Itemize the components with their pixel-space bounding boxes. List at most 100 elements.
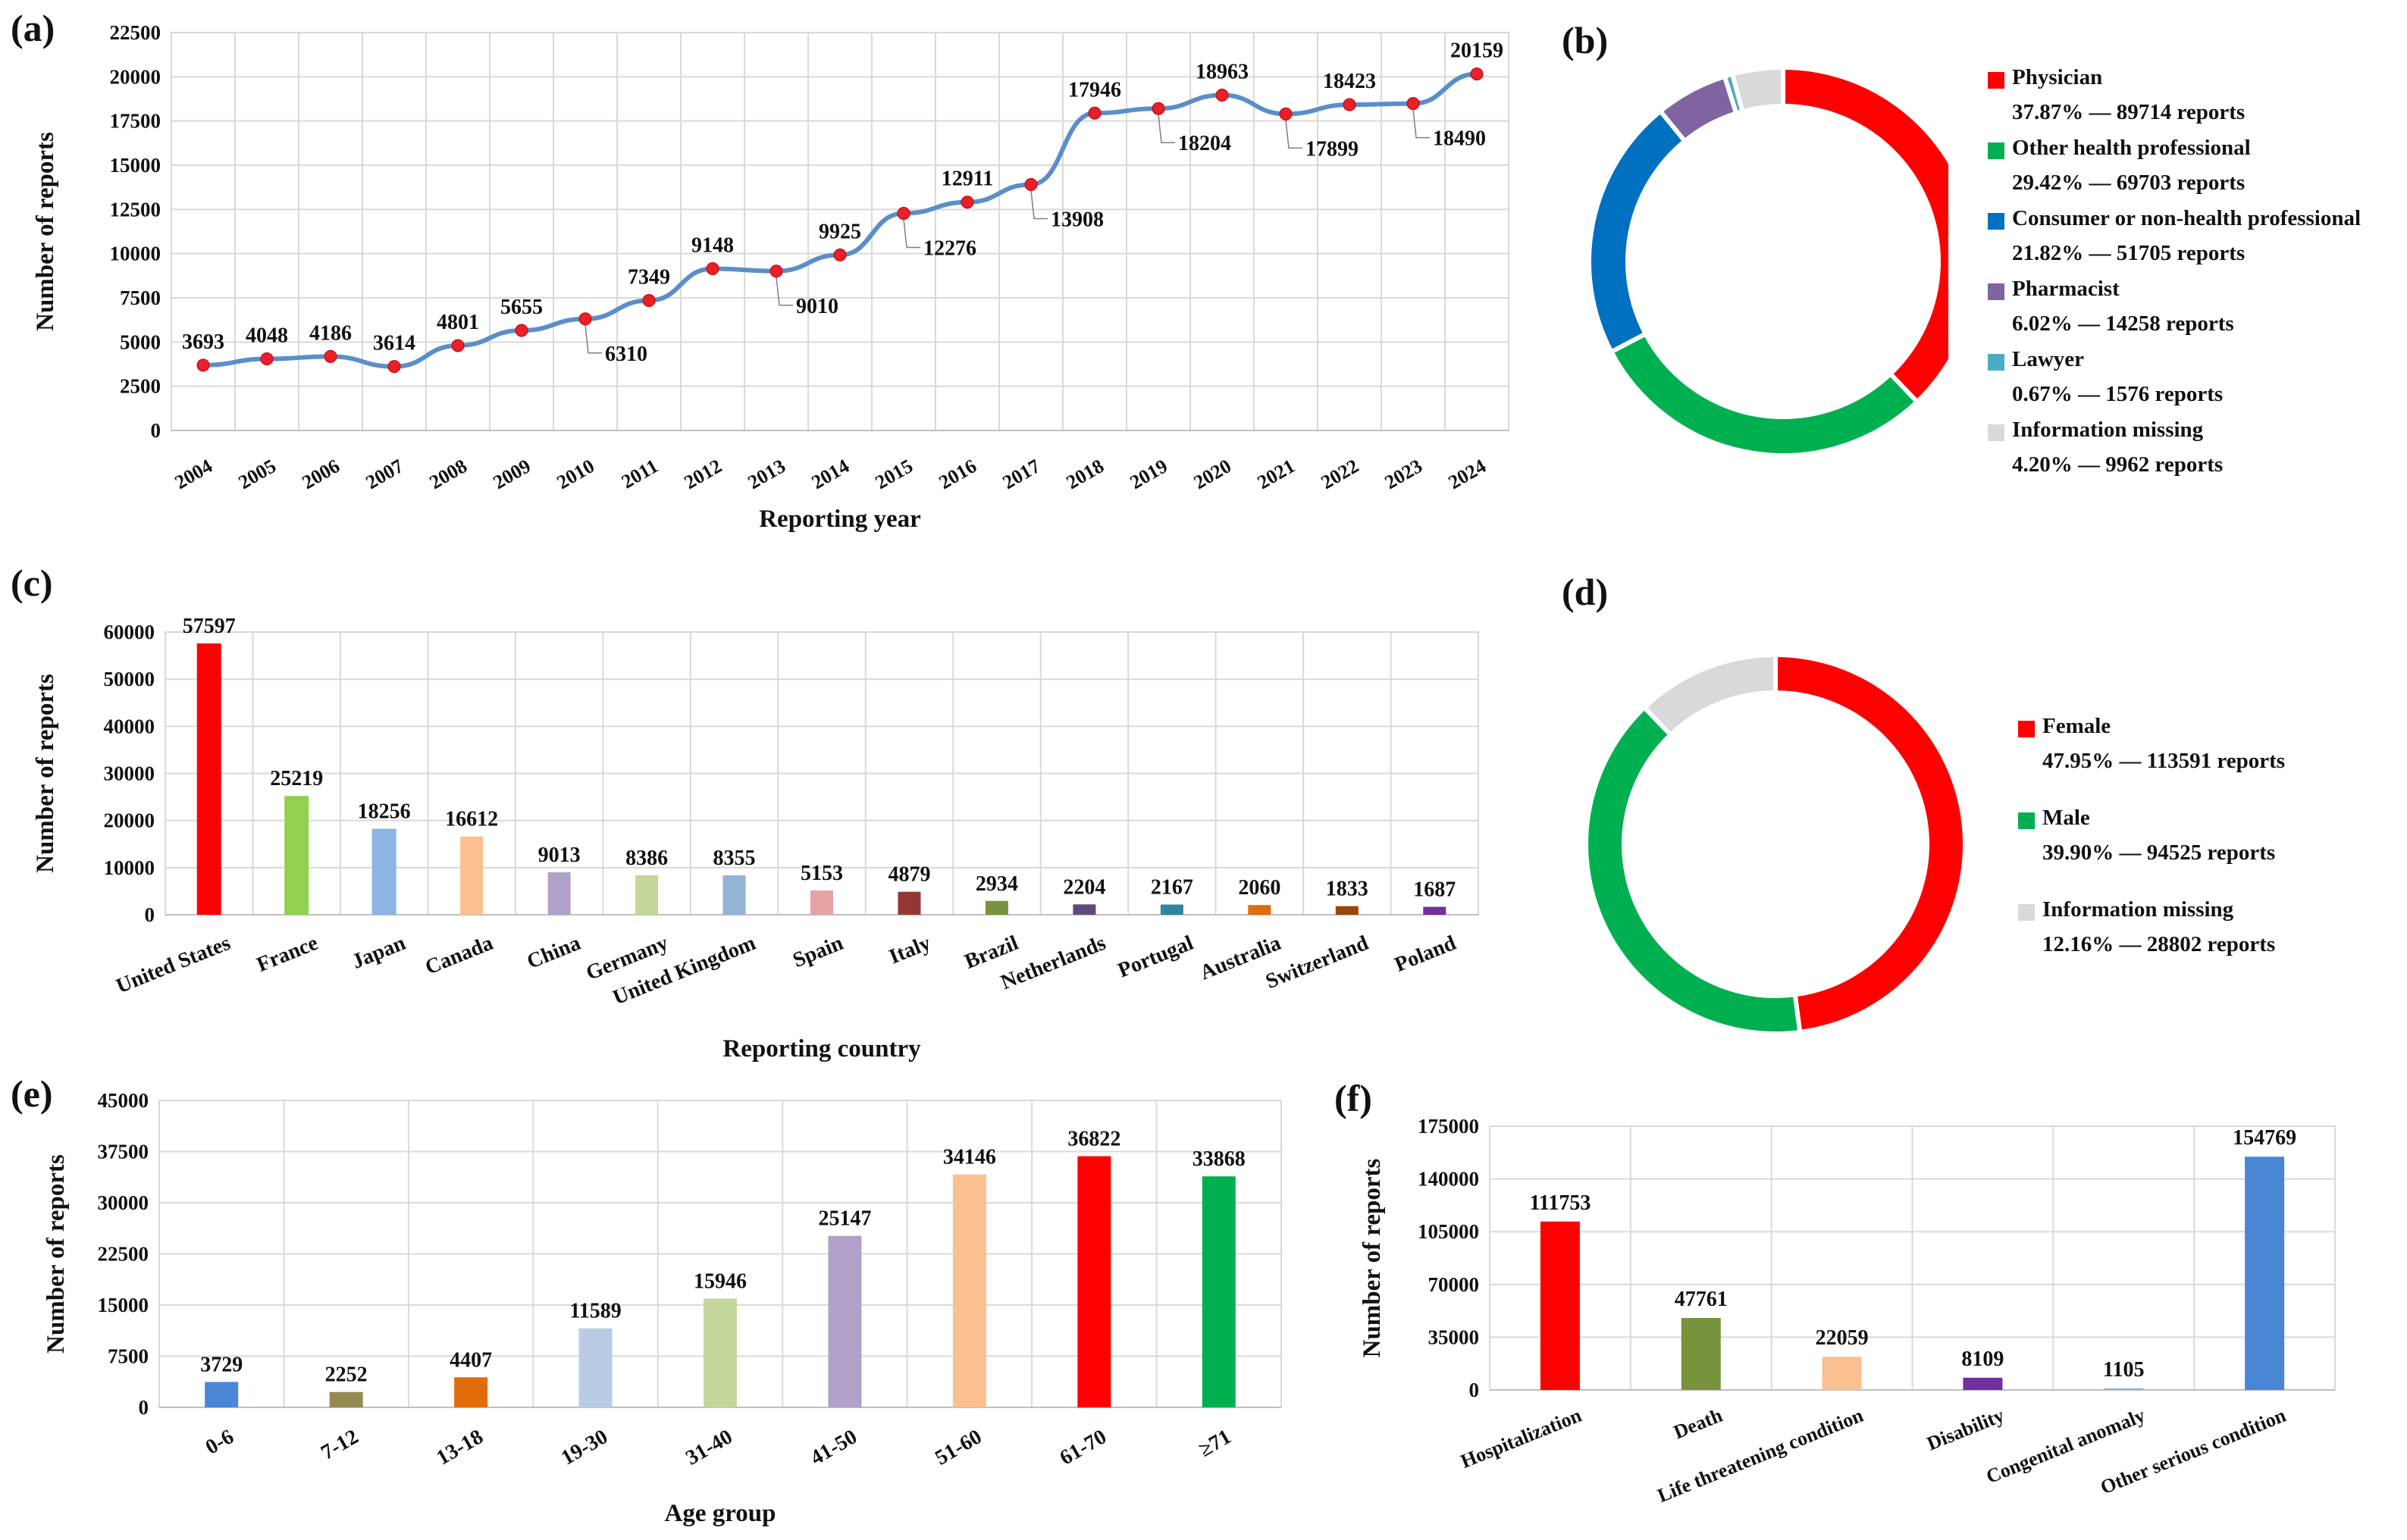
legend-detail: 21.82% — 51705 reports [2012, 241, 2245, 266]
legend-label: Consumer or non-health professional [2012, 206, 2362, 230]
legend-swatch [2018, 812, 2035, 829]
legend-swatch [2018, 904, 2035, 921]
x-tick-label: 2024 [1444, 455, 1490, 493]
bar [547, 872, 571, 915]
x-tick-label: 2004 [171, 455, 216, 493]
y-axis-title: Number of reports [42, 1154, 70, 1354]
bar [810, 890, 833, 915]
legend-reports: 1576 reports [2105, 382, 2224, 406]
y-tick-label: 45000 [98, 1089, 149, 1112]
legend-label: Other health professional [2012, 136, 2251, 160]
legend-separator: — [2083, 171, 2117, 195]
data-label: 18490 [1433, 127, 1486, 151]
x-tick-label: Spain [789, 931, 847, 973]
legend-reports: 14258 reports [2105, 311, 2234, 336]
bar [1077, 1156, 1111, 1407]
data-point [1088, 106, 1102, 120]
data-label: 12276 [923, 237, 976, 261]
legend-percent: 4.20% [2012, 452, 2073, 477]
bar [196, 643, 221, 915]
data-label: 1833 [1326, 878, 1368, 901]
bar [371, 828, 396, 915]
x-tick-label: 7-12 [317, 1425, 362, 1465]
legend-percent: 29.42% [2012, 171, 2084, 195]
legend-entry: Male 39.90% — 94525 reports [2018, 806, 2397, 896]
data-label: 7349 [628, 266, 670, 290]
legend-entry: Information missing 4.20% — 9962 reports [1988, 418, 2407, 487]
data-point [578, 312, 592, 326]
data-label: 111753 [1529, 1191, 1591, 1215]
legend-label: Physician [2012, 65, 2103, 89]
data-point [1279, 107, 1293, 121]
x-tick-label: 2012 [680, 455, 726, 493]
x-tick-label: 13-18 [433, 1425, 487, 1470]
y-tick-label: 15000 [110, 154, 161, 177]
data-point [387, 360, 401, 374]
bar [722, 875, 746, 915]
legend-reports: 51705 reports [2116, 241, 2246, 265]
bar [578, 1328, 613, 1407]
x-axis-title: Reporting year [759, 506, 921, 533]
y-tick-label: 12500 [110, 198, 161, 221]
data-label: 2167 [1151, 876, 1193, 900]
data-point [451, 339, 465, 352]
data-label: 6310 [605, 343, 647, 366]
legend-entry: Physician 37.87% — 89714 reports [1988, 65, 2407, 134]
y-tick-label: 20000 [110, 65, 161, 88]
data-label-leader [1285, 120, 1302, 149]
data-label-leader [1158, 114, 1175, 143]
data-label: 18963 [1196, 61, 1249, 84]
legend-detail: 37.87% — 89714 reports [2012, 100, 2245, 125]
x-tick-label: 2021 [1253, 455, 1299, 493]
legend-swatch [1988, 354, 2004, 371]
data-label: 36822 [1067, 1128, 1120, 1151]
legend-label: Information missing [2042, 897, 2234, 922]
data-label: 22059 [1816, 1326, 1869, 1350]
data-label: 8109 [1961, 1348, 2004, 1371]
x-tick-label: 2007 [362, 455, 407, 493]
legend-entry: Lawyer 0.67% — 1576 reports [1988, 347, 2407, 416]
x-tick-label: 2023 [1381, 455, 1426, 493]
panel-label: (b) [1562, 19, 1608, 61]
y-axis-title: Number of reports [32, 674, 59, 873]
legend-swatch [2018, 721, 2035, 737]
data-label: 18423 [1323, 70, 1376, 93]
data-label: 20159 [1450, 39, 1503, 63]
data-label: 11589 [569, 1300, 621, 1323]
y-tick-label: 60000 [104, 621, 155, 643]
x-tick-label: 2019 [1126, 455, 1171, 493]
legend-swatch [1988, 72, 2004, 89]
y-tick-label: 30000 [98, 1191, 149, 1214]
y-tick-label: 0 [139, 1396, 149, 1419]
legend-separator: — [2083, 100, 2117, 124]
data-label: 9148 [691, 234, 734, 258]
data-point [642, 294, 656, 308]
x-tick-label: 2015 [871, 455, 917, 493]
data-point [1024, 177, 1038, 191]
series-line [202, 71, 1478, 369]
donut-slice [1587, 108, 1688, 355]
data-label-leader [1412, 109, 1430, 139]
data-label: 18204 [1178, 132, 1231, 155]
data-label: 57597 [183, 615, 236, 638]
data-label: 1687 [1413, 878, 1456, 902]
data-label: 2060 [1238, 876, 1280, 900]
bar [898, 891, 921, 915]
x-tick-label: 2013 [744, 455, 789, 493]
y-tick-label: 30000 [104, 762, 155, 785]
legend-swatch [1988, 142, 2004, 159]
legend-entry: Information missing 12.16% — 28802 report… [2018, 897, 2397, 988]
legend-percent: 37.87% [2012, 100, 2084, 124]
x-tick-label: 2010 [553, 455, 598, 493]
y-tick-label: 22500 [110, 21, 161, 44]
x-tick-label: Hospitalization [1458, 1404, 1585, 1472]
legend-percent: 47.95% [2042, 749, 2114, 773]
data-point [961, 196, 974, 209]
y-tick-label: 35000 [1428, 1326, 1480, 1348]
legend-entry: Pharmacist 6.02% — 14258 reports [1988, 277, 2407, 346]
legend-label: Pharmacist [2012, 277, 2120, 301]
y-tick-label: 40000 [104, 715, 155, 737]
data-label: 25147 [818, 1207, 871, 1231]
bar [1160, 904, 1183, 915]
data-label: 34146 [943, 1146, 996, 1169]
